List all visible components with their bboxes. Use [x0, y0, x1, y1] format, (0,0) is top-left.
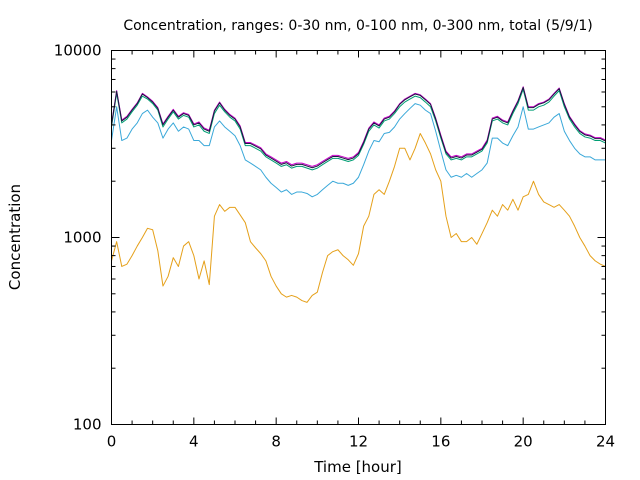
series-line-5: [111, 86, 606, 169]
series-line-1: [111, 132, 606, 303]
x-tick-label: 0: [107, 433, 117, 451]
x-tick-label: 20: [514, 433, 533, 451]
x-tick-label: 4: [189, 433, 199, 451]
y-tick-label: 100: [73, 416, 102, 434]
y-tick-label: 1000: [63, 229, 101, 247]
x-tick-label: 8: [271, 433, 281, 451]
series-line-2: [111, 103, 606, 198]
x-axis: 0 4 8 12 16 20 24: [107, 50, 615, 451]
y-tick-label: 10000: [54, 42, 102, 60]
x-axis-label: Time [hour]: [313, 458, 402, 476]
x-tick-label: 12: [349, 433, 368, 451]
plot-lines: [111, 86, 606, 303]
series-line-3: [111, 88, 606, 171]
y-axis: 100 1000 10000: [54, 42, 606, 434]
y-axis-label: Concentration: [6, 184, 24, 290]
x-tick-label: 24: [596, 433, 615, 451]
x-tick-label: 16: [431, 433, 450, 451]
chart-title: Concentration, ranges: 0-30 nm, 0-100 nm…: [123, 18, 592, 34]
